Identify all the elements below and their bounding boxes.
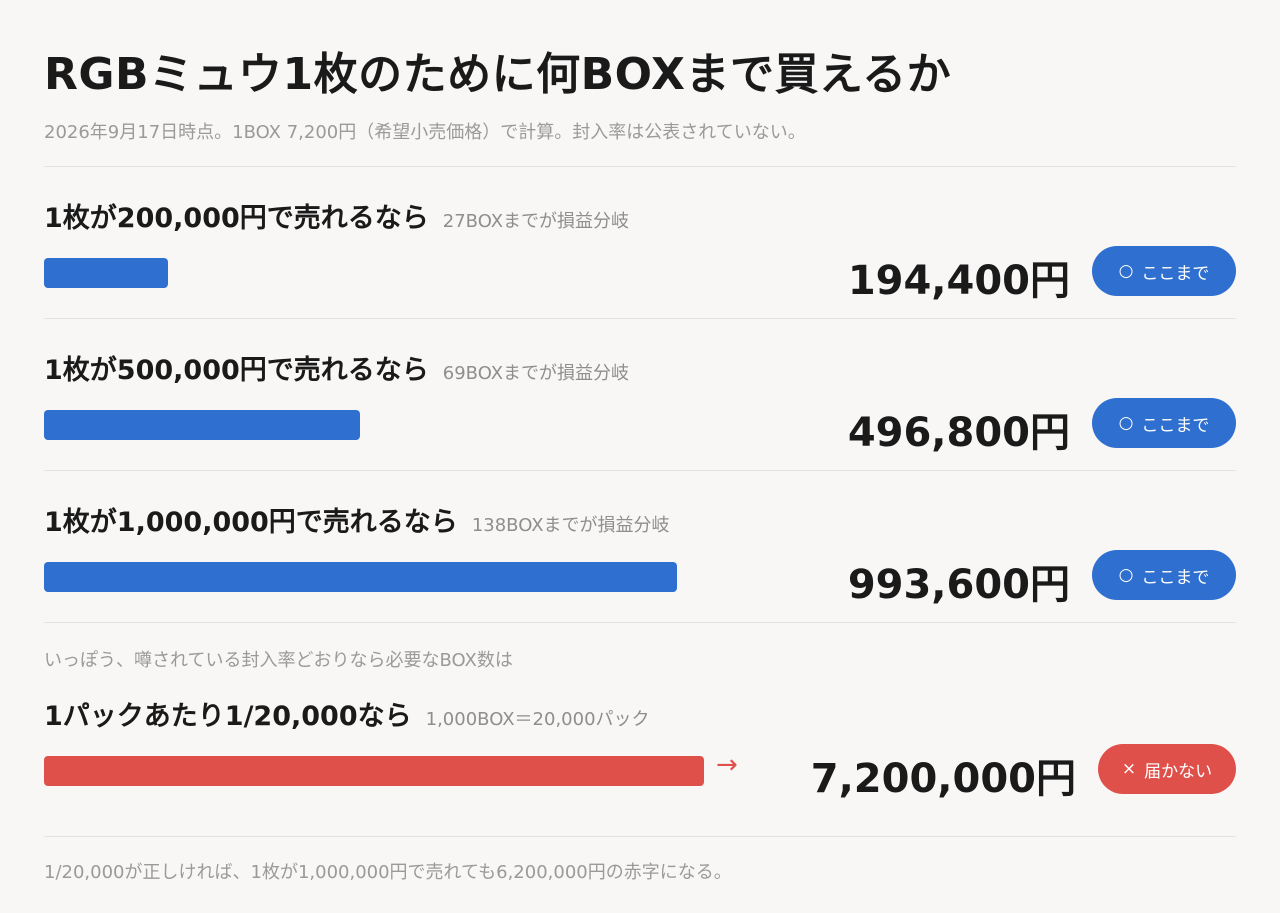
status-badge: ○ ここまで <box>1092 246 1236 296</box>
divider <box>44 622 1236 623</box>
overflow-arrow-icon: → <box>716 750 738 780</box>
row-heading: 1パックあたり1/20,000なら 1,000BOX＝20,000パック <box>44 694 650 733</box>
bar <box>44 756 704 786</box>
badge-text: ここまで <box>1141 415 1210 436</box>
page-subtitle: 2026年9月17日時点。1BOX 7,200円（希望小売価格）で計算。封入率は… <box>44 122 806 143</box>
row-heading: 1枚が500,000円で売れるなら 69BOXまでが損益分岐 <box>44 348 629 387</box>
chart-row-500000: 1枚が500,000円で売れるなら 69BOXまでが損益分岐 496,800円 ○… <box>44 318 1236 470</box>
status-badge: × 届かない <box>1098 744 1236 794</box>
bar <box>44 410 360 440</box>
status-badge: ○ ここまで <box>1092 550 1236 600</box>
amount-label: 993,600円 <box>847 562 1070 608</box>
category-label: 1枚が200,000円で売れるなら <box>44 203 429 234</box>
divider <box>44 470 1236 471</box>
row-heading: 1枚が1,000,000円で売れるなら 138BOXまでが損益分岐 <box>44 500 670 539</box>
amount-label: 7,200,000円 <box>810 756 1076 802</box>
row-heading: 1枚が200,000円で売れるなら 27BOXまでが損益分岐 <box>44 196 629 235</box>
circle-icon: ○ <box>1118 413 1134 433</box>
breakeven-note: 69BOXまでが損益分岐 <box>442 363 630 384</box>
chart-row-200000: 1枚が200,000円で売れるなら 27BOXまでが損益分岐 194,400円 ○… <box>44 166 1236 318</box>
circle-icon: ○ <box>1118 565 1134 585</box>
category-label: 1パックあたり1/20,000なら <box>44 701 412 732</box>
footer-note: 1/20,000が正しければ、1枚が1,000,000円で売れても6,200,0… <box>44 862 732 883</box>
section-note: いっぽう、噂されている封入率どおりなら必要なBOX数は <box>44 650 513 671</box>
cross-icon: × <box>1121 759 1137 779</box>
badge-text: ここまで <box>1141 567 1210 588</box>
page-title: RGBミュウ1枚のために何BOXまで買えるか <box>44 49 952 100</box>
breakeven-note: 1,000BOX＝20,000パック <box>425 709 650 730</box>
chart-row-1000000: 1枚が1,000,000円で売れるなら 138BOXまでが損益分岐 993,600… <box>44 470 1236 622</box>
breakeven-note: 27BOXまでが損益分岐 <box>442 211 630 232</box>
divider <box>44 166 1236 167</box>
badge-text: ここまで <box>1141 263 1210 284</box>
divider <box>44 318 1236 319</box>
amount-label: 194,400円 <box>847 258 1070 304</box>
bar <box>44 562 677 592</box>
category-label: 1枚が1,000,000円で売れるなら <box>44 507 458 538</box>
bar <box>44 258 168 288</box>
page: RGBミュウ1枚のために何BOXまで買えるか 2026年9月17日時点。1BOX… <box>44 0 1236 913</box>
badge-text: 届かない <box>1144 761 1213 782</box>
category-label: 1枚が500,000円で売れるなら <box>44 355 429 386</box>
circle-icon: ○ <box>1118 261 1134 281</box>
amount-label: 496,800円 <box>847 410 1070 456</box>
chart-row-rumored-rate: 1パックあたり1/20,000なら 1,000BOX＝20,000パック → 7,… <box>44 664 1236 816</box>
breakeven-note: 138BOXまでが損益分岐 <box>471 515 670 536</box>
status-badge: ○ ここまで <box>1092 398 1236 448</box>
divider <box>44 836 1236 837</box>
